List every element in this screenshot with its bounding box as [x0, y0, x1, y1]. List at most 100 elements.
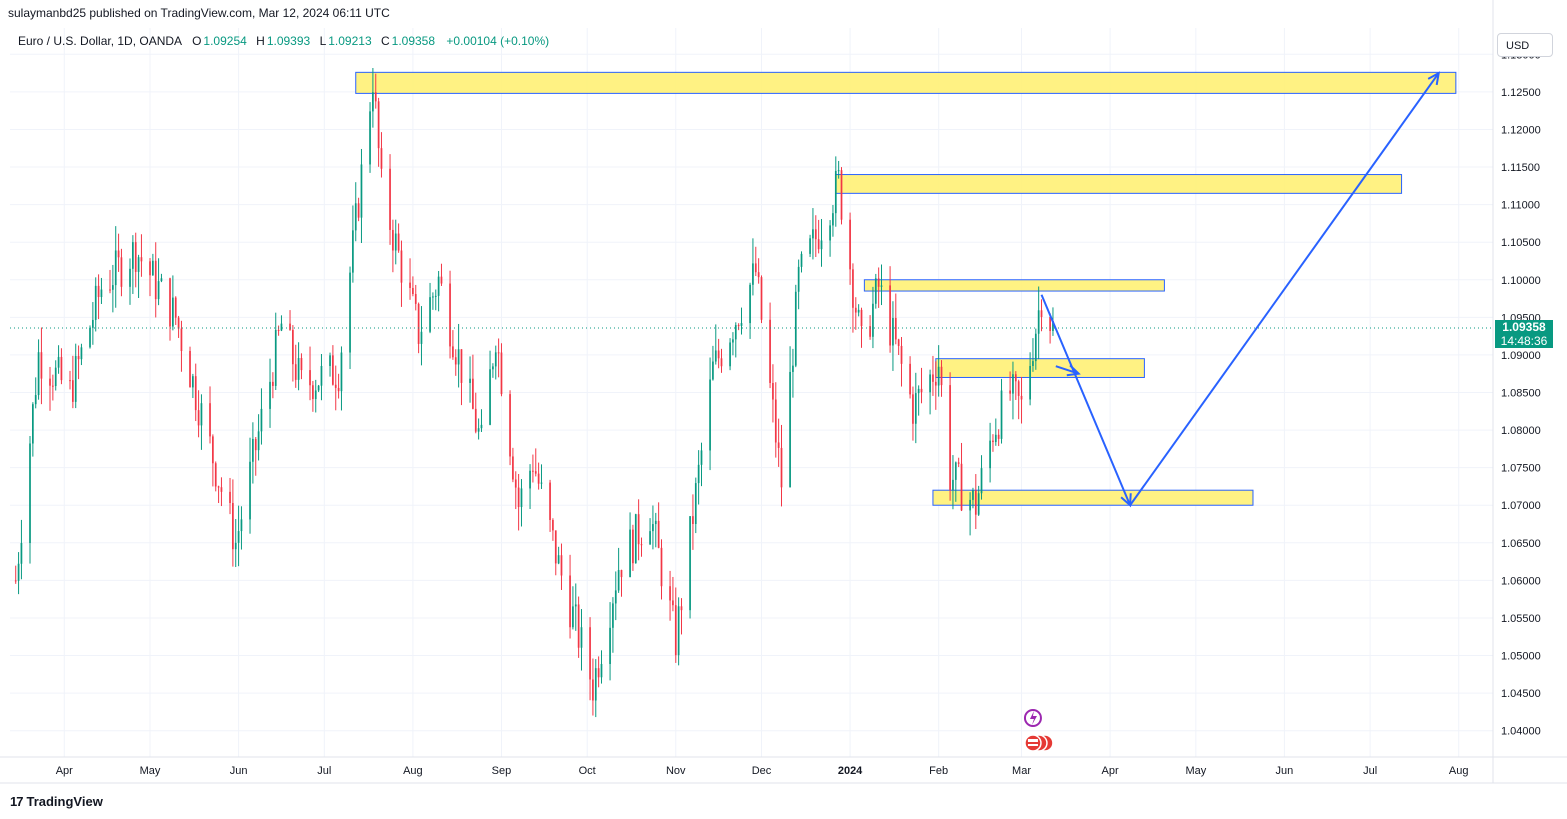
candle-body	[897, 339, 900, 346]
candle-body	[340, 352, 343, 392]
candle-body	[497, 352, 500, 354]
candle-body	[17, 563, 20, 581]
candle-body	[949, 385, 951, 490]
candle-body	[909, 363, 911, 395]
candle-body	[492, 366, 494, 370]
candle-body	[472, 378, 474, 409]
supply-demand-zone	[935, 358, 1145, 378]
y-tick-label: 1.04000	[1501, 726, 1541, 738]
candle-body	[120, 257, 123, 287]
candle-body	[49, 378, 51, 386]
candle-body	[514, 479, 517, 488]
candle-body	[600, 663, 603, 678]
candle-body	[1020, 395, 1023, 400]
candle-body	[320, 365, 323, 386]
candle-body	[912, 394, 914, 424]
candle-body	[629, 529, 631, 578]
candle-body	[757, 272, 760, 278]
candle-body	[360, 164, 363, 218]
candle-body	[529, 470, 531, 489]
candle-body	[354, 203, 357, 231]
candle-body	[129, 268, 131, 287]
y-tick-label: 1.12500	[1501, 87, 1541, 99]
candle-body	[1000, 390, 1003, 439]
candle-body	[152, 260, 154, 276]
candle-body	[189, 350, 191, 388]
candle-body	[109, 289, 111, 291]
projection-arrow-head	[1427, 71, 1441, 86]
candle-body	[252, 438, 254, 462]
candle-body	[409, 282, 411, 288]
candle-body	[632, 529, 634, 564]
high-label: H	[256, 34, 265, 48]
candle-body	[412, 287, 414, 294]
brand-name: TradingView	[26, 794, 103, 809]
x-tick-label: Apr	[56, 765, 73, 777]
candle-body	[209, 403, 211, 437]
candle-body	[609, 627, 611, 664]
candle-body	[820, 240, 823, 250]
candle-body	[732, 339, 734, 343]
candle-body	[832, 213, 834, 226]
candle-body	[669, 586, 671, 601]
candle-body	[29, 443, 31, 544]
candle-body	[677, 606, 680, 656]
candle-body	[280, 323, 283, 331]
candle-body	[1017, 381, 1020, 396]
candle-body	[592, 679, 594, 701]
candle-body	[260, 408, 263, 432]
supply-demand-zone	[355, 71, 1457, 94]
candle-body	[1029, 365, 1031, 400]
candle-body	[460, 349, 463, 383]
candle-body	[132, 242, 134, 269]
candle-body	[674, 605, 677, 656]
tradingview-branding[interactable]: 17 TradingView	[10, 794, 103, 809]
candle-body	[760, 277, 763, 320]
candle-body	[480, 424, 483, 429]
candle-body	[274, 329, 277, 386]
candle-body	[654, 520, 657, 525]
candle-body	[352, 230, 354, 273]
candle-body	[714, 350, 717, 362]
candle-body	[874, 278, 877, 304]
candle-body	[574, 604, 577, 607]
close-label: C	[380, 34, 390, 48]
candle-body	[149, 261, 151, 276]
candle-body	[52, 385, 54, 387]
candle-body	[589, 627, 591, 680]
candle-body	[1049, 316, 1051, 331]
candle-body	[814, 229, 817, 240]
candle-body	[292, 329, 294, 365]
candle-body	[432, 296, 434, 298]
change-value: +0.00104 (+0.10%)	[446, 34, 550, 48]
x-tick-label: Jun	[1276, 765, 1294, 777]
tradingview-logo-icon: 17	[10, 794, 24, 809]
candle-body	[792, 365, 794, 372]
x-tick-label: Jul	[1363, 765, 1377, 777]
bar-countdown: 14:48:36	[1500, 334, 1548, 349]
candle-body	[769, 319, 771, 383]
candle-body	[512, 456, 514, 480]
currency-button[interactable]: USD	[1497, 33, 1553, 57]
x-tick-label: Mar	[1012, 765, 1031, 777]
candle-body	[694, 483, 697, 524]
x-tick-label: 2024	[838, 765, 863, 777]
candle-body	[54, 367, 57, 387]
candle-body	[80, 347, 83, 360]
candle-body	[829, 225, 831, 241]
candle-body	[774, 399, 777, 443]
candle-body	[200, 403, 203, 426]
last-price-tag: 1.09358 14:48:36	[1495, 320, 1553, 349]
candle-body	[349, 272, 351, 353]
candle-body	[40, 352, 43, 379]
candle-body	[994, 434, 997, 443]
candle-body	[637, 514, 640, 545]
candle-body	[232, 503, 234, 550]
candle-body	[929, 374, 931, 393]
candle-body	[752, 263, 754, 285]
candle-body	[234, 542, 237, 550]
candle-body	[614, 590, 617, 604]
candle-body	[440, 276, 443, 284]
candle-body	[357, 203, 360, 218]
